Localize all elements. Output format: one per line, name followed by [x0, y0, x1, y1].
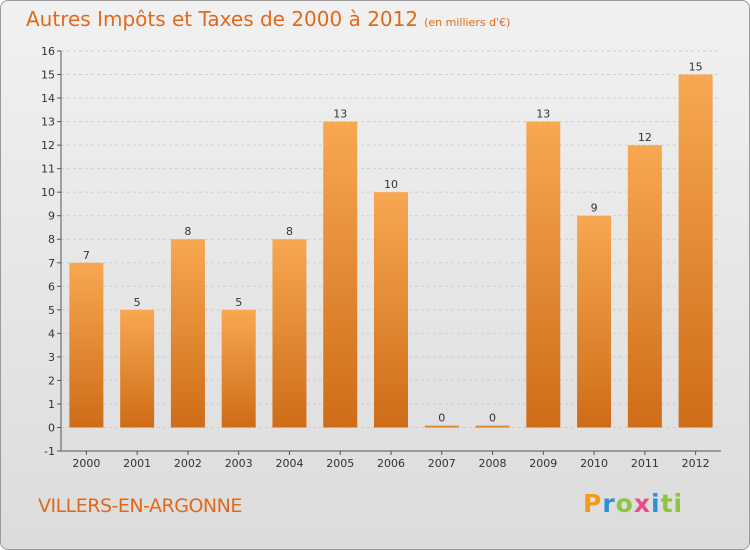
x-tick-label: 2010 — [580, 457, 608, 470]
value-label: 8 — [286, 225, 293, 238]
value-label: 7 — [83, 249, 90, 262]
bar — [424, 425, 459, 428]
logo-letter: r — [602, 489, 616, 518]
bar — [627, 145, 662, 428]
bar — [323, 121, 358, 428]
bar — [120, 309, 155, 428]
bar — [170, 239, 205, 428]
y-tick-label: 10 — [41, 186, 55, 199]
bar — [678, 74, 713, 428]
bar — [577, 215, 612, 428]
y-tick-label: 6 — [48, 280, 55, 293]
value-label: 13 — [333, 108, 347, 121]
bar — [69, 262, 104, 428]
bar — [221, 309, 256, 428]
y-tick-label: 5 — [48, 304, 55, 317]
x-tick-label: 2002 — [174, 457, 202, 470]
y-tick-label: 2 — [48, 374, 55, 387]
x-tick-label: 2003 — [225, 457, 253, 470]
bar — [374, 192, 408, 428]
x-tick-label: 2011 — [631, 457, 659, 470]
x-tick-label: 2007 — [428, 457, 456, 470]
value-label: 5 — [134, 296, 141, 309]
y-tick-label: 3 — [48, 351, 55, 364]
y-tick-label: 9 — [48, 210, 55, 223]
value-label: 12 — [638, 131, 652, 144]
bar — [526, 121, 561, 428]
bar — [475, 425, 510, 428]
x-tick-label: 2005 — [326, 457, 354, 470]
x-tick-label: 2000 — [72, 457, 100, 470]
bar — [272, 239, 307, 428]
city-name: VILLERS-EN-ARGONNE — [38, 495, 242, 517]
labels: -101234567891011121314151672000520018200… — [41, 45, 710, 470]
y-tick-label: 13 — [41, 116, 55, 129]
x-tick-label: 2004 — [275, 457, 303, 470]
chart-title: Autres Impôts et Taxes de 2000 à 2012 (en… — [26, 7, 510, 31]
y-tick-label: 14 — [41, 92, 55, 105]
y-tick-label: 4 — [48, 327, 55, 340]
value-label: 0 — [438, 411, 445, 424]
logo-letter: P — [583, 489, 603, 518]
logo-letter: x — [633, 489, 651, 518]
value-label: 15 — [689, 61, 703, 74]
y-tick-label: 12 — [41, 139, 55, 152]
axes — [57, 50, 721, 455]
logo-letter: i — [651, 489, 661, 518]
chart-title-text: Autres Impôts et Taxes de 2000 à 2012 — [26, 7, 419, 31]
x-tick-label: 2012 — [682, 457, 710, 470]
proxiti-logo: Proxiti — [583, 489, 683, 518]
logo-letter: ti — [660, 489, 684, 518]
y-tick-label: 1 — [48, 398, 55, 411]
value-label: 8 — [184, 225, 191, 238]
x-tick-label: 2008 — [479, 457, 507, 470]
bars — [69, 74, 713, 428]
x-tick-label: 2001 — [123, 457, 151, 470]
y-tick-label: 8 — [48, 233, 55, 246]
value-label: 9 — [591, 202, 598, 215]
value-label: 13 — [536, 108, 550, 121]
y-tick-label: -1 — [44, 445, 55, 458]
chart-subtitle: (en milliers d'€) — [424, 16, 511, 29]
value-label: 0 — [489, 411, 496, 424]
x-tick-label: 2009 — [529, 457, 557, 470]
y-tick-label: 16 — [41, 45, 55, 58]
y-tick-label: 15 — [41, 69, 55, 82]
logo-letter: o — [615, 489, 634, 518]
y-tick-label: 0 — [48, 421, 55, 434]
y-tick-label: 7 — [48, 257, 55, 270]
value-label: 5 — [235, 296, 242, 309]
x-tick-label: 2006 — [377, 457, 405, 470]
value-label: 10 — [384, 178, 398, 191]
y-tick-label: 11 — [41, 163, 55, 176]
